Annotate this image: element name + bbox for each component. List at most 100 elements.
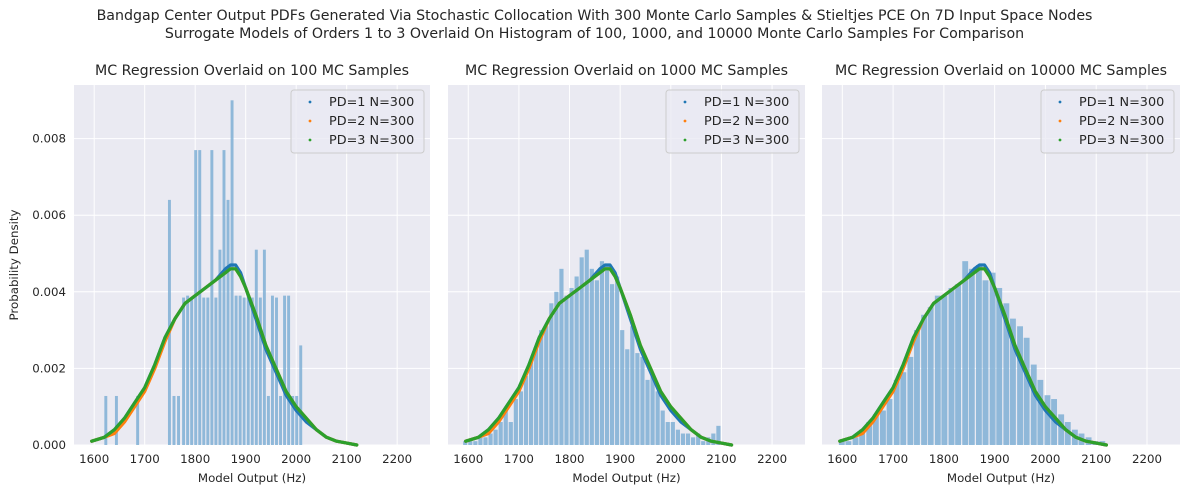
histogram-bar xyxy=(685,433,691,445)
histogram-bar xyxy=(655,391,660,445)
legend-label-1: PD=1 N=300 xyxy=(704,95,789,110)
histogram-bar xyxy=(907,356,914,445)
histogram-bar xyxy=(1003,303,1010,445)
histogram-bar xyxy=(190,297,194,445)
histogram-bar xyxy=(177,395,181,445)
histogram-bar xyxy=(214,297,218,445)
histogram-bar xyxy=(594,280,599,445)
histogram-bar xyxy=(880,410,886,445)
histogram-bar xyxy=(599,261,605,445)
histogram-bar xyxy=(230,100,234,445)
histogram-bar xyxy=(866,422,873,445)
histogram-bar xyxy=(498,422,503,445)
legend-marker-2 xyxy=(308,119,312,123)
histogram-bar xyxy=(539,330,544,445)
histogram-bar xyxy=(1030,364,1037,445)
histogram-bar xyxy=(283,295,287,445)
x-tick-label: 2000 xyxy=(281,452,311,466)
histogram-bar xyxy=(114,395,118,445)
histogram-bar xyxy=(948,287,955,445)
x-axis-label: Model Output (Hz) xyxy=(572,471,680,485)
histogram-bar xyxy=(914,330,920,445)
histogram-bar xyxy=(549,303,554,445)
histogram-bar xyxy=(696,433,701,445)
histogram-bar xyxy=(886,399,893,445)
histogram-bar xyxy=(1023,337,1030,445)
histogram-bar xyxy=(845,441,852,445)
histogram-bar xyxy=(982,280,989,445)
histogram-bar xyxy=(989,272,996,445)
x-tick-label: 1900 xyxy=(980,452,1010,466)
legend-marker-1 xyxy=(308,100,312,104)
legend-marker-1 xyxy=(683,100,687,104)
histogram-bar xyxy=(838,441,845,445)
x-tick-label: 1800 xyxy=(180,452,210,466)
histogram-bar xyxy=(574,276,579,445)
histogram-bar xyxy=(900,372,907,445)
histogram-bar xyxy=(640,356,645,445)
histogram-bar xyxy=(579,257,584,445)
legend-marker-2 xyxy=(1058,119,1062,123)
histogram-bar xyxy=(872,414,879,445)
x-axis-label: Model Output (Hz) xyxy=(947,471,1055,485)
pdf-curve-3 xyxy=(464,267,734,447)
histogram-bar xyxy=(996,287,1003,445)
histogram-bar xyxy=(921,314,928,445)
histogram-bar xyxy=(104,395,108,445)
histogram-bar xyxy=(503,410,508,445)
histogram-bar xyxy=(934,295,941,445)
histogram-bar xyxy=(716,425,721,445)
histogram-bar xyxy=(534,349,539,445)
histogram-bar xyxy=(182,297,186,445)
histogram-bar xyxy=(711,433,716,445)
legend-label-2: PD=2 N=300 xyxy=(1079,114,1164,129)
histogram-bar xyxy=(615,276,620,445)
histogram-bar xyxy=(645,379,650,445)
histogram-bar xyxy=(589,268,594,445)
pdf-curve-3 xyxy=(838,267,1108,447)
histogram-bar xyxy=(559,268,564,445)
subplot-10000-samples: 1600 1700 1800 1900 2000 2100 2200 MC Regressio… xyxy=(822,63,1180,485)
histogram-bar xyxy=(701,441,706,445)
histogram-bar xyxy=(528,360,534,445)
x-tick-label: 1800 xyxy=(929,452,959,466)
x-tick-label: 1900 xyxy=(231,452,261,466)
x-tick-label: 1900 xyxy=(605,452,635,466)
legend-box xyxy=(290,89,425,154)
legend-label-3: PD=3 N=300 xyxy=(329,133,414,148)
histogram-bar xyxy=(246,297,250,445)
histogram-bar xyxy=(968,268,975,445)
histogram-bar xyxy=(604,265,610,445)
histogram-bar xyxy=(279,395,283,445)
histogram-bar xyxy=(468,441,473,445)
histogram-bar xyxy=(210,150,214,445)
figure-suptitle-line2: Surrogate Models of Orders 1 to 3 Overla… xyxy=(164,26,1025,42)
histogram-bar xyxy=(975,265,982,445)
histogram-bar xyxy=(650,376,655,445)
histogram-bar xyxy=(962,261,969,445)
histogram-bar xyxy=(660,410,665,445)
histogram-bar xyxy=(136,395,140,445)
histogram-bar xyxy=(172,395,176,445)
histogram-bar xyxy=(523,376,529,445)
histogram-bar xyxy=(493,429,498,445)
y-tick-label: 0.008 xyxy=(32,132,66,146)
legend-marker-3 xyxy=(308,138,312,142)
histogram-bar xyxy=(483,437,488,445)
subplot-title: MC Regression Overlaid on 1000 MC Sample… xyxy=(465,63,788,79)
histogram-bar xyxy=(258,297,262,445)
histogram-bar xyxy=(584,249,589,445)
histogram-bar xyxy=(270,295,274,445)
histogram-bar xyxy=(665,422,670,445)
histogram-bar xyxy=(167,199,171,445)
subplot-100-samples: 1600 1700 1800 1900 2000 2100 2200 0.000 0.002 0.… xyxy=(7,63,430,485)
histogram-bar xyxy=(941,295,948,445)
histogram-bar xyxy=(564,295,569,445)
histogram-bar xyxy=(955,284,962,445)
legend-marker-3 xyxy=(683,138,687,142)
histogram-bar xyxy=(194,150,198,445)
histogram-bar xyxy=(518,391,524,445)
histogram-bar xyxy=(218,249,222,445)
histogram-bar xyxy=(927,307,934,445)
